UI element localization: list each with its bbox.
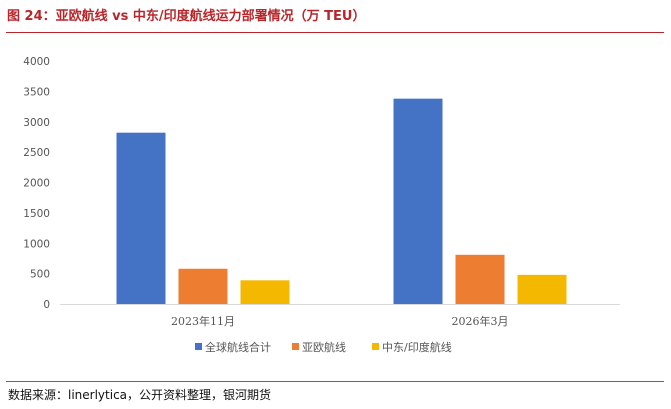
y-tick-label: 0 <box>43 299 50 311</box>
legend-label: 全球航线合计 <box>205 340 271 354</box>
y-tick-label: 2500 <box>23 147 50 159</box>
legend-swatch <box>195 343 202 350</box>
legend: 全球航线合计 亚欧航线 中东/印度航线 <box>195 340 452 354</box>
x-axis-labels: 2023年11月 2026年3月 <box>171 314 509 328</box>
source-note: 数据来源：linerlytica，公开资料整理，银河期货 <box>8 388 272 402</box>
legend-label: 亚欧航线 <box>302 340 346 354</box>
y-tick-label: 3000 <box>23 117 50 129</box>
y-tick-label: 2000 <box>23 178 50 190</box>
source-rule <box>6 381 664 382</box>
legend-label: 中东/印度航线 <box>382 340 452 354</box>
legend-item: 全球航线合计 <box>195 340 271 354</box>
y-tick-label: 1500 <box>23 208 50 220</box>
bar <box>393 98 443 304</box>
legend-item: 中东/印度航线 <box>372 340 452 354</box>
title-rule <box>6 32 664 33</box>
bars <box>116 98 567 304</box>
bar <box>455 254 505 304</box>
y-axis: 0 500 1000 1500 2000 2500 3000 3500 4000 <box>23 56 50 311</box>
bar <box>178 268 228 304</box>
y-tick-label: 500 <box>30 269 50 281</box>
y-tick-label: 1000 <box>23 238 50 250</box>
figure-title: 图 24：亚欧航线 vs 中东/印度航线运力部署情况（万 TEU） <box>7 9 366 24</box>
y-tick-label: 4000 <box>23 56 50 68</box>
legend-swatch <box>292 343 299 350</box>
legend-swatch <box>372 343 379 350</box>
bar <box>517 274 567 304</box>
x-tick-label: 2026年3月 <box>452 314 509 328</box>
y-tick-label: 3500 <box>23 86 50 98</box>
bar <box>116 132 166 304</box>
bar <box>240 280 290 304</box>
x-tick-label: 2023年11月 <box>171 314 235 328</box>
legend-item: 亚欧航线 <box>292 340 346 354</box>
